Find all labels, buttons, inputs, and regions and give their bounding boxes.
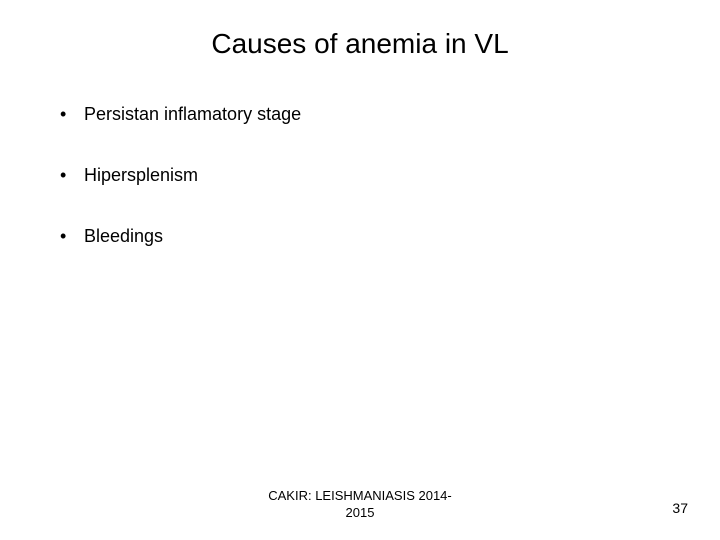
footer-line-1: CAKIR: LEISHMANIASIS 2014- — [268, 488, 452, 503]
bullet-list: Persistan inflamatory stage Hipersplenis… — [48, 104, 672, 247]
page-number: 37 — [672, 500, 688, 516]
footer-text: CAKIR: LEISHMANIASIS 2014- 2015 — [0, 488, 720, 522]
list-item: Hipersplenism — [60, 165, 672, 186]
slide-title: Causes of anemia in VL — [48, 28, 672, 60]
list-item: Persistan inflamatory stage — [60, 104, 672, 125]
slide-container: Causes of anemia in VL Persistan inflama… — [0, 0, 720, 540]
footer-line-2: 2015 — [346, 505, 375, 520]
list-item: Bleedings — [60, 226, 672, 247]
